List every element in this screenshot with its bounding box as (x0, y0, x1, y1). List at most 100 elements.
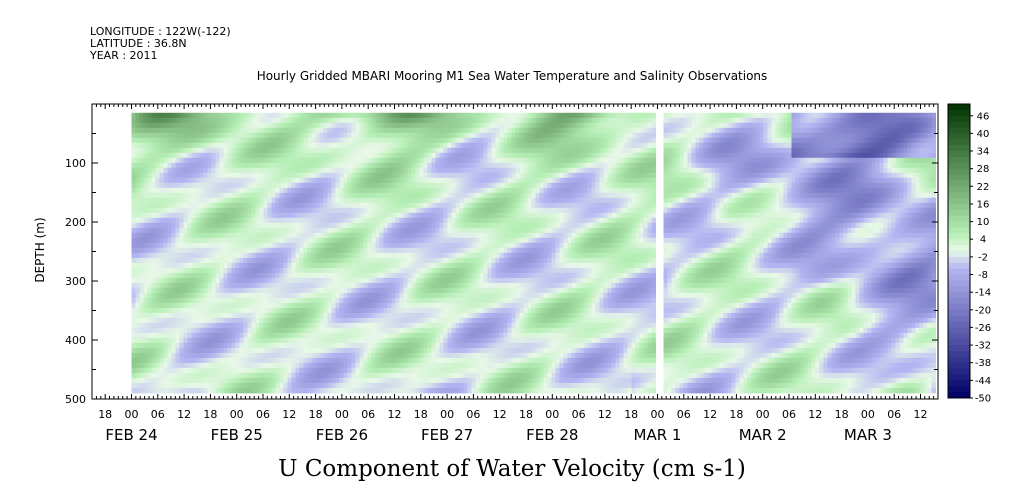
heatmap-cell (447, 167, 452, 174)
heatmap-cell (435, 327, 440, 334)
heatmap-cell (439, 167, 444, 174)
heatmap-cell (471, 347, 476, 354)
heatmap-cell (319, 297, 324, 304)
heatmap-cell (467, 207, 472, 214)
heatmap-cell (247, 302, 252, 309)
heatmap-cell (171, 157, 176, 164)
heatmap-cell (471, 322, 476, 329)
heatmap-cell (143, 142, 148, 149)
heatmap-cell (211, 112, 216, 119)
heatmap-cell (323, 207, 328, 214)
heatmap-cell (163, 262, 168, 269)
heatmap-cell (375, 197, 380, 204)
heatmap-cell (435, 307, 440, 314)
heatmap-cell (479, 312, 484, 319)
heatmap-cell (291, 152, 296, 159)
heatmap-cell (295, 372, 300, 379)
heatmap-cell (459, 387, 464, 394)
heatmap-cell (187, 287, 192, 294)
heatmap-cell (135, 312, 140, 319)
heatmap-cell (427, 347, 432, 354)
heatmap-cell (463, 172, 468, 179)
heatmap-cell (199, 187, 204, 194)
heatmap-cell (283, 347, 288, 354)
heatmap-cell (423, 362, 428, 369)
heatmap-cell (475, 352, 480, 359)
heatmap-cell (203, 172, 208, 179)
heatmap-cell (259, 307, 264, 314)
heatmap-cell (331, 267, 336, 274)
heatmap-cell (343, 117, 348, 124)
heatmap-cell (467, 312, 472, 319)
heatmap-cell (415, 302, 420, 309)
heatmap-cell (375, 182, 380, 189)
heatmap-cell (295, 197, 300, 204)
heatmap-cell (259, 387, 264, 394)
heatmap-cell (215, 367, 220, 374)
heatmap-cell (267, 147, 272, 154)
heatmap-cell (279, 342, 284, 349)
heatmap-cell (375, 272, 380, 279)
heatmap-cell (219, 337, 224, 344)
heatmap-cell (259, 297, 264, 304)
heatmap-cell (299, 357, 304, 364)
heatmap-cell (451, 272, 456, 279)
heatmap-cell (363, 112, 368, 119)
heatmap-cell (371, 352, 376, 359)
heatmap-cell (383, 142, 388, 149)
heatmap-cell (151, 297, 156, 304)
heatmap-cell (415, 147, 420, 154)
heatmap-cell (231, 387, 236, 394)
heatmap-cell (343, 112, 348, 119)
heatmap-cell (343, 352, 348, 359)
heatmap-cell (151, 277, 156, 284)
heatmap-cell (407, 347, 412, 354)
heatmap-cell (419, 192, 424, 199)
heatmap-cell (283, 282, 288, 289)
heatmap-cell (363, 357, 368, 364)
heatmap-cell (275, 192, 280, 199)
heatmap-cell (291, 112, 296, 119)
heatmap-cell (331, 282, 336, 289)
heatmap-cell (175, 332, 180, 339)
heatmap-cell (223, 162, 228, 169)
heatmap-cell (251, 282, 256, 289)
heatmap-cell (275, 357, 280, 364)
heatmap-cell (439, 282, 444, 289)
heatmap-cell (407, 327, 412, 334)
heatmap-cell (323, 357, 328, 364)
heatmap-cell (443, 252, 448, 259)
heatmap-cell (179, 387, 184, 394)
heatmap-cell (167, 147, 172, 154)
heatmap-cell (323, 387, 328, 394)
heatmap-cell (139, 327, 144, 334)
heatmap-cell (255, 137, 260, 144)
heatmap-cell (383, 387, 388, 394)
heatmap-cell (275, 377, 280, 384)
heatmap-cell (435, 272, 440, 279)
heatmap-cell (215, 177, 220, 184)
heatmap-cell (379, 267, 384, 274)
heatmap-cell (239, 212, 244, 219)
heatmap-cell (423, 132, 428, 139)
heatmap-cell (319, 227, 324, 234)
heatmap-cell (279, 357, 284, 364)
heatmap-cell (251, 142, 256, 149)
heatmap-cell (415, 212, 420, 219)
heatmap-cell (407, 117, 412, 124)
heatmap-cell (191, 117, 196, 124)
heatmap-cell (479, 217, 484, 224)
heatmap-cell (339, 357, 344, 364)
heatmap-cell (219, 227, 224, 234)
heatmap-cell (175, 212, 180, 219)
heatmap-cell (155, 332, 160, 339)
heatmap-cell (371, 257, 376, 264)
heatmap-cell (275, 312, 280, 319)
heatmap-cell (391, 147, 396, 154)
heatmap-cell (467, 212, 472, 219)
heatmap-cell (287, 117, 292, 124)
heatmap-cell (215, 347, 220, 354)
heatmap-cell (231, 372, 236, 379)
heatmap-cell (279, 187, 284, 194)
heatmap-cell (475, 382, 480, 389)
